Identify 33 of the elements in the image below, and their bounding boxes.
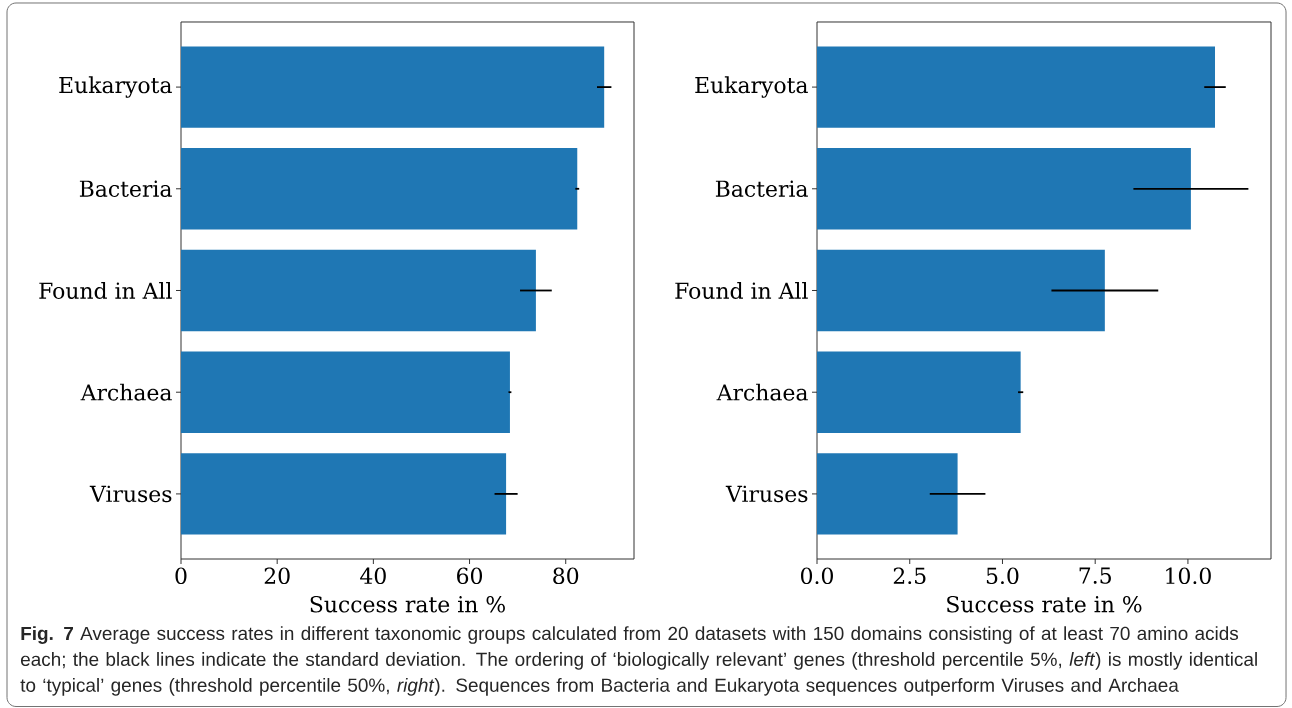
x-tick-label: 60 bbox=[457, 567, 483, 585]
y-tick-label: Bacteria bbox=[715, 180, 808, 198]
x-tick-label: 20 bbox=[264, 567, 290, 585]
bar bbox=[181, 351, 510, 433]
x-tick-label: 7.5 bbox=[1079, 567, 1111, 584]
x-axis-title: Success rate in % bbox=[947, 595, 1142, 613]
x-tick-label: 0 bbox=[175, 567, 187, 585]
y-tick-label: Eukaryota bbox=[695, 76, 808, 98]
text: Fig. 7 Average success rates in different taxonomic groups calculated from 20 datasets with 150 domains consisting of at least 70 amino acids each; the black lines indicate the standard deviation. The ordering of ‘biologically relevant’ genes (threshold percentile 5%, left) is mostly identical to ‘typical’ genes (threshold percentile 50%, right). Sequences from Bacteria and Eukaryota sequences outperform Viruses and Archaea bbox=[20, 626, 1257, 696]
bar bbox=[817, 453, 958, 535]
y-tick-label: Archaea bbox=[716, 383, 808, 401]
bar bbox=[817, 249, 1105, 332]
x-tick-label: 5.0 bbox=[986, 567, 1019, 585]
y-tick-label: Bacteria bbox=[79, 180, 172, 198]
bar bbox=[181, 148, 578, 230]
bar bbox=[817, 46, 1215, 128]
y-tick-label: Viruses bbox=[725, 485, 808, 503]
x-tick-label: 0.0 bbox=[801, 567, 833, 585]
y-tick-label: Viruses bbox=[89, 485, 172, 503]
bar bbox=[817, 351, 1021, 433]
x-tick-label: 10.0 bbox=[1166, 567, 1211, 585]
x-tick-label: 2.5 bbox=[893, 567, 926, 585]
x-tick-label: 40 bbox=[360, 567, 386, 585]
y-tick-label: Eukaryota bbox=[59, 76, 172, 98]
bar bbox=[817, 148, 1191, 230]
bar bbox=[181, 453, 507, 535]
bar bbox=[181, 46, 605, 128]
y-tick-label: Archaea bbox=[80, 383, 172, 401]
bar bbox=[181, 249, 536, 332]
y-tick-label: Found in All bbox=[675, 282, 808, 299]
y-tick-label: Found in All bbox=[39, 282, 172, 299]
x-tick-label: 80 bbox=[553, 567, 579, 585]
x-axis-title: Success rate in % bbox=[310, 595, 505, 613]
